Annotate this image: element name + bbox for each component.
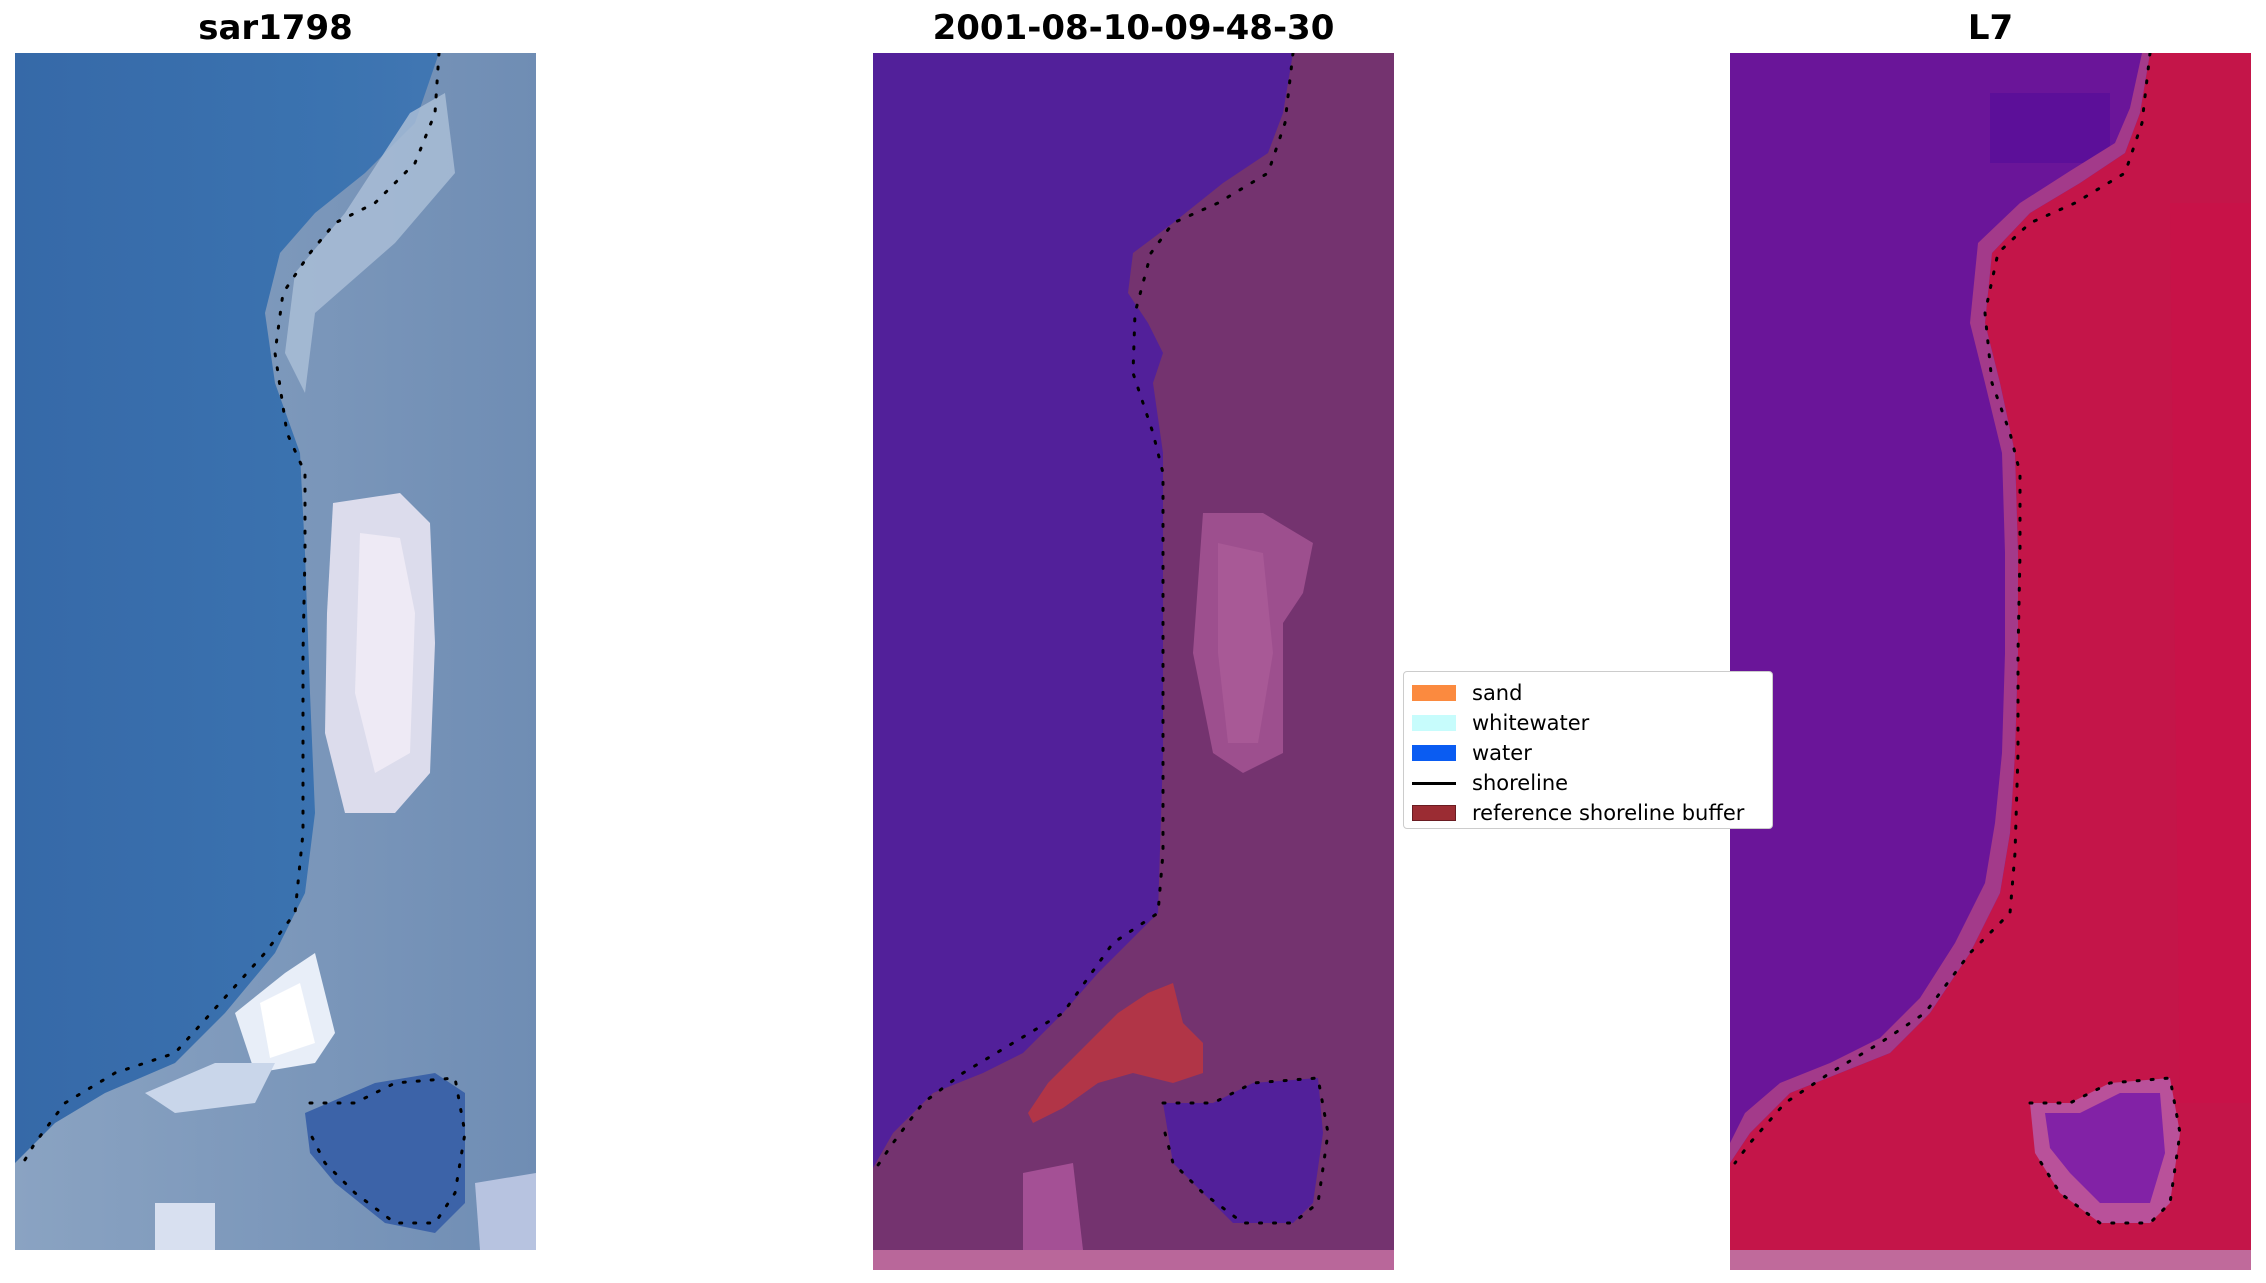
legend-item-reference-buffer: reference shoreline buffer xyxy=(1412,798,1772,828)
legend-label-water: water xyxy=(1472,741,1532,765)
classified-image xyxy=(873,53,1394,1270)
whitewater-swatch xyxy=(1412,715,1456,731)
reference-buffer-swatch xyxy=(1412,805,1456,821)
legend-item-shoreline: shoreline xyxy=(1412,768,1772,798)
satellite-image-panel xyxy=(15,53,536,1250)
legend-item-whitewater: whitewater xyxy=(1412,708,1772,738)
sand-swatch xyxy=(1412,685,1456,701)
shoreline-dotted-line xyxy=(21,53,441,1165)
legend-item-sand: sand xyxy=(1412,678,1772,708)
legend-item-water: water xyxy=(1412,738,1772,768)
shoreline-line-swatch xyxy=(1412,781,1456,785)
legend: sand whitewater water shoreline referenc… xyxy=(1403,671,1773,829)
satellite-image xyxy=(15,53,536,1250)
panel-title-1: sar1798 xyxy=(198,8,353,48)
legend-label-shoreline: shoreline xyxy=(1472,771,1569,795)
water-swatch xyxy=(1412,745,1456,761)
panel-title-3: L7 xyxy=(1967,8,2014,48)
legend-label-whitewater: whitewater xyxy=(1472,711,1590,735)
legend-label-sand: sand xyxy=(1472,681,1523,705)
index-image xyxy=(1730,53,2251,1270)
classified-image-panel xyxy=(873,53,1394,1270)
legend-label-reference-buffer: reference shoreline buffer xyxy=(1472,801,1745,825)
index-image-panel xyxy=(1730,53,2251,1270)
panel-title-2: 2001-08-10-09-48-30 xyxy=(932,8,1335,48)
